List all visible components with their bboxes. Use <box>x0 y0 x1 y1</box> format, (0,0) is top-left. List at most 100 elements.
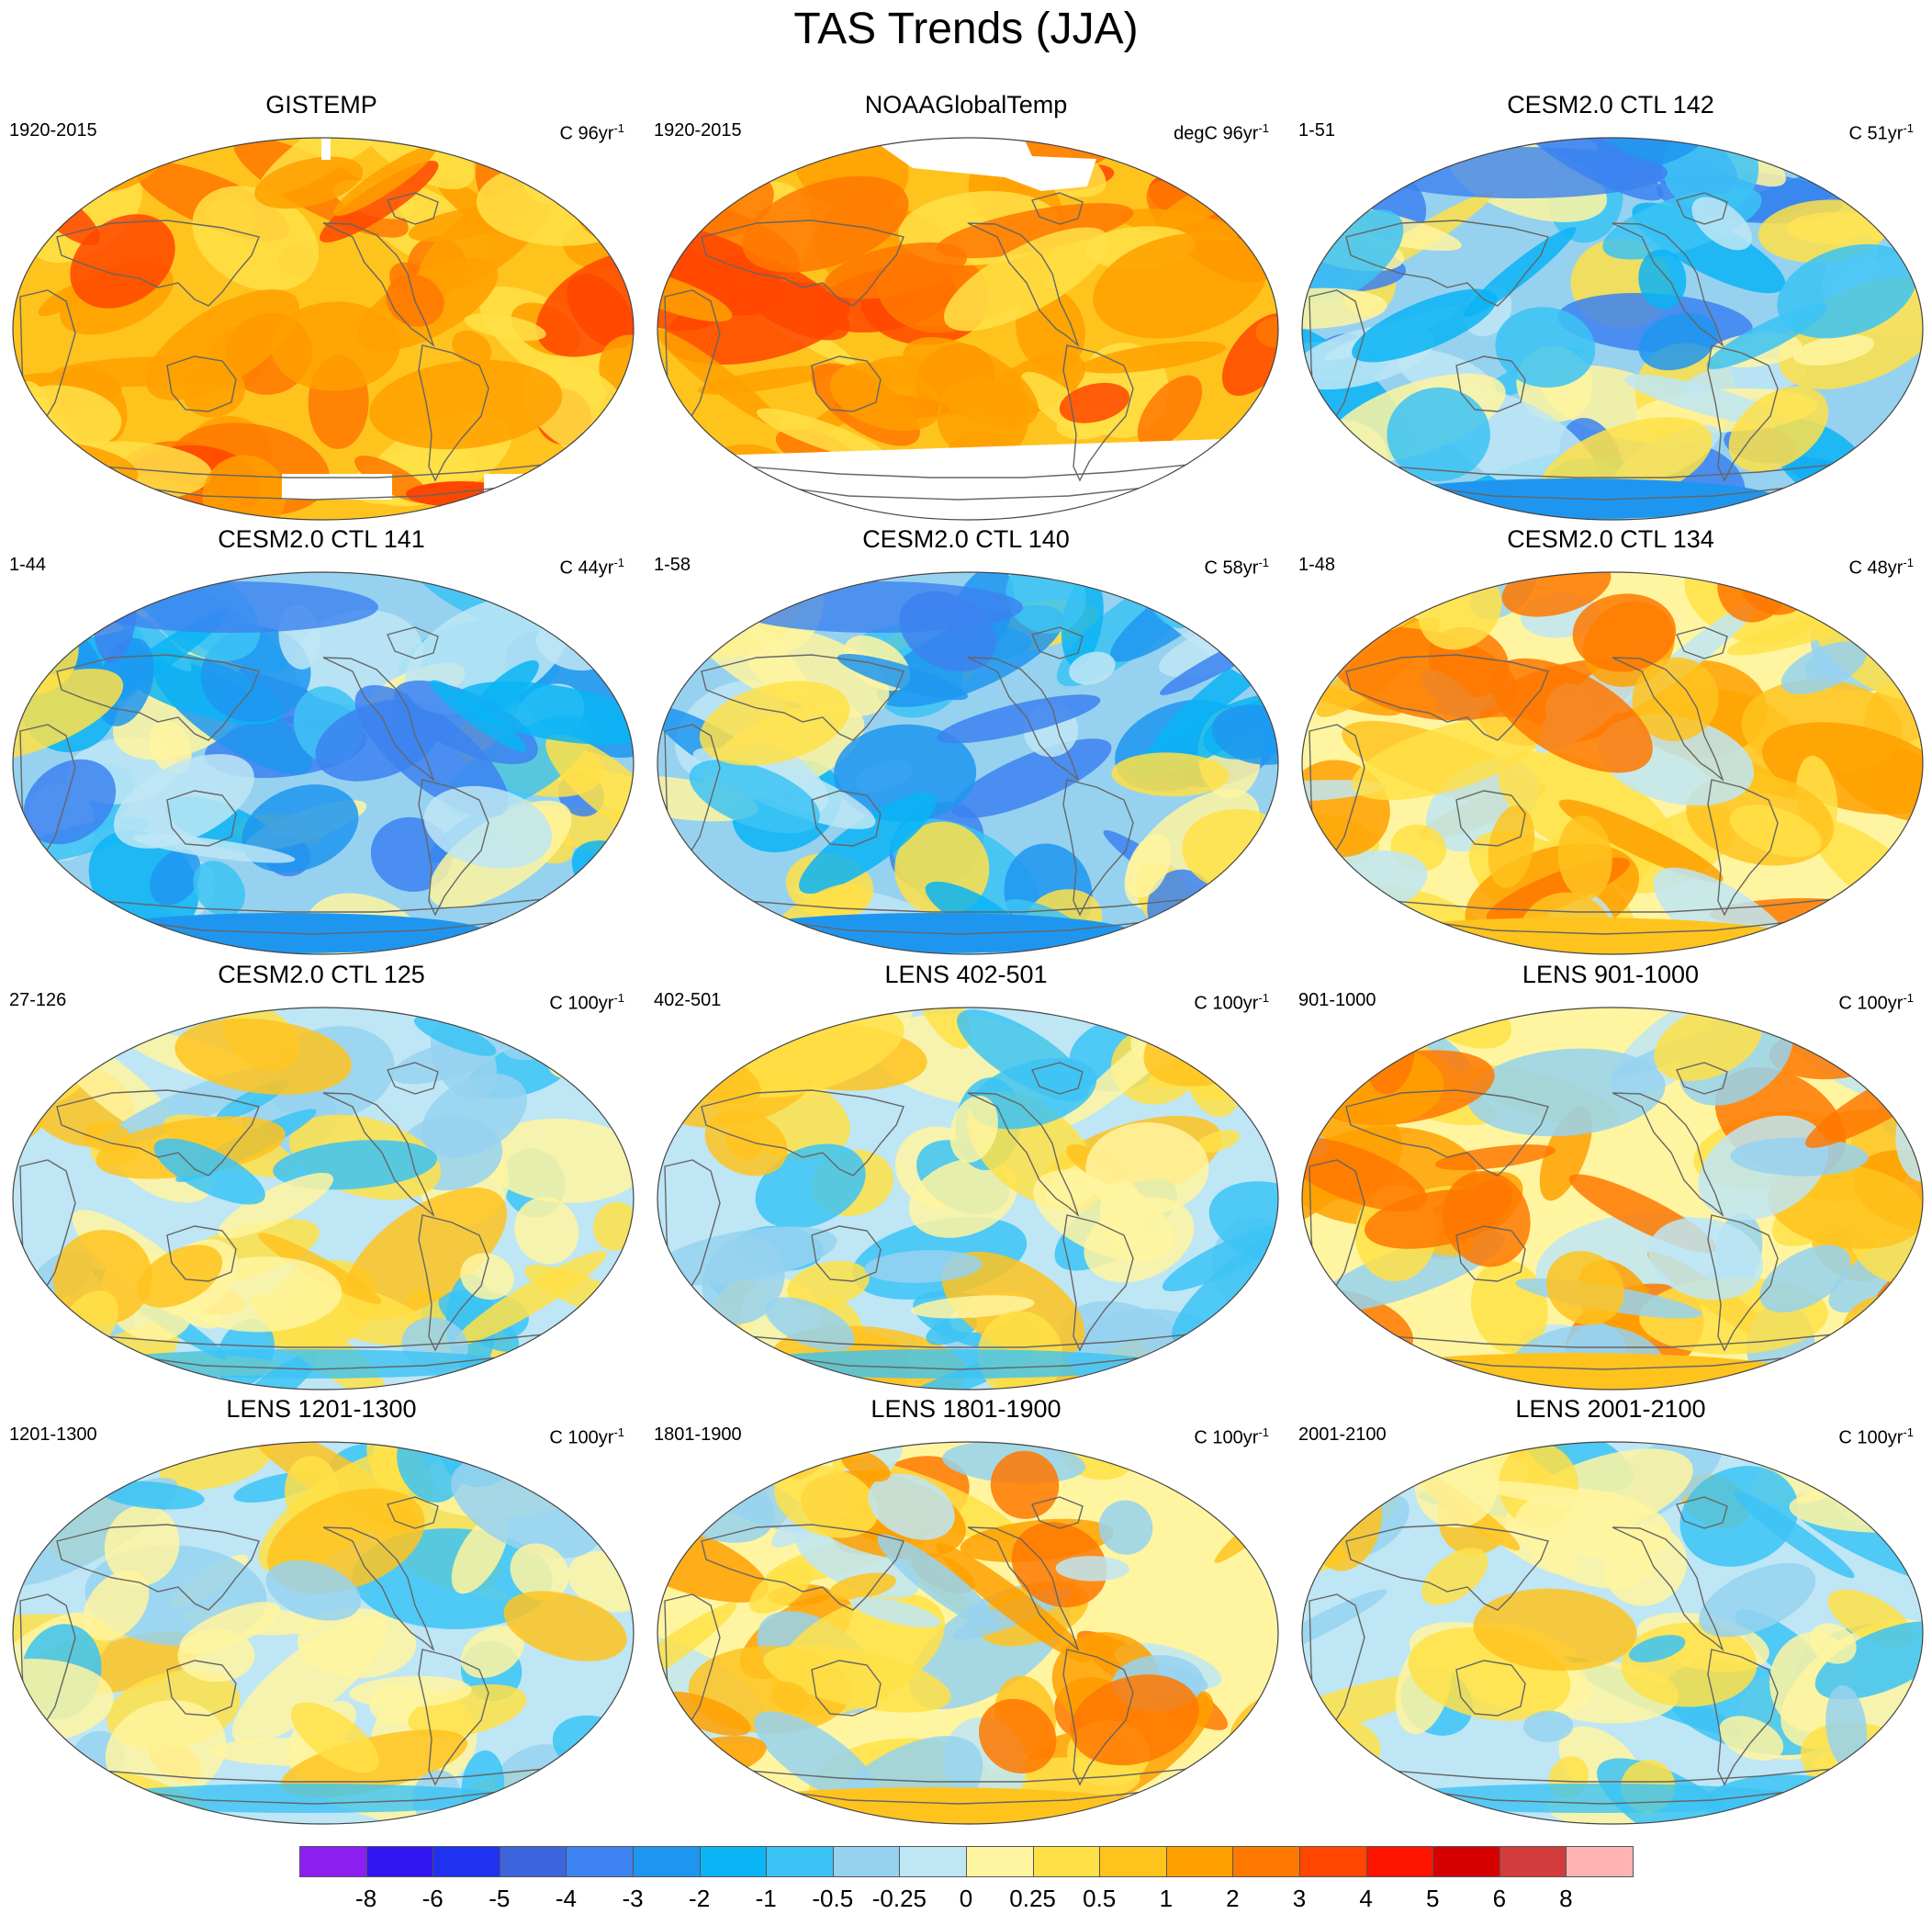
trend-blob <box>949 1095 998 1163</box>
trend-blob <box>1210 471 1278 520</box>
map-boundary <box>657 137 1279 521</box>
polar-band <box>94 1784 516 1813</box>
trend-blob <box>756 408 889 462</box>
trend-blob <box>218 1173 334 1239</box>
trend-blob <box>1522 1710 1574 1742</box>
polar-band <box>729 581 1023 633</box>
trend-blob <box>1638 249 1687 310</box>
colorbar-label: 0.5 <box>1083 1885 1117 1912</box>
trend-blob <box>254 156 364 209</box>
panel-units: C 48yr-1 <box>1849 552 1914 580</box>
units-text: degC 96yr <box>1174 123 1259 144</box>
trend-blob <box>763 1644 951 1713</box>
colorbar-label: -8 <box>355 1885 377 1912</box>
trend-blob <box>1792 334 1875 366</box>
robinson-map <box>12 1441 635 1825</box>
map-boundary <box>12 1007 635 1390</box>
panel-title: CESM2.0 CTL 141 <box>218 525 425 553</box>
trend-blob <box>1302 1442 1400 1494</box>
trend-blob <box>1196 1130 1241 1154</box>
coastline <box>1031 1496 1084 1529</box>
trend-blob <box>13 1485 50 1539</box>
trend-blob <box>1080 341 1227 374</box>
panel-title: LENS 1801-1900 <box>871 1395 1061 1423</box>
trend-blob <box>333 145 437 217</box>
robinson-map <box>1301 137 1924 521</box>
trend-blob <box>13 669 124 763</box>
coastline <box>1612 1092 1724 1218</box>
trend-blob <box>83 1570 150 1641</box>
colorbar <box>299 1846 1634 1877</box>
trend-blob <box>840 1448 891 1482</box>
polar-band <box>94 1349 516 1379</box>
trend-blob <box>824 242 968 299</box>
panel-period: 1-48 <box>1298 555 1336 575</box>
panel-title: LENS 2001-2100 <box>1515 1395 1706 1423</box>
panel-period: 1920-2015 <box>654 120 742 141</box>
units-text: C 48yr <box>1848 557 1904 579</box>
trend-blob <box>1302 1589 1387 1661</box>
trend-blob <box>664 572 824 601</box>
colorbar-swatch <box>1032 1846 1101 1877</box>
map-boundary <box>1301 571 1924 955</box>
colorbar-swatch <box>633 1846 701 1877</box>
robinson-map <box>12 1007 635 1390</box>
trend-blob <box>1365 1188 1506 1249</box>
panel-title: LENS 901-1000 <box>1522 961 1700 988</box>
map-panel: LENS 901-1000 901-1000 C 100yr-1 <box>1289 960 1932 1391</box>
map-panel: GISTEMP 1920-2015 C 96yr-1 <box>0 90 643 522</box>
robinson-map <box>1301 571 1924 955</box>
trend-blob <box>1059 382 1130 423</box>
coastline <box>811 1660 882 1717</box>
trend-blob <box>723 1008 904 1098</box>
units-text: C 100yr <box>1194 993 1259 1014</box>
coastline <box>1345 1089 1549 1177</box>
map-panel: NOAAGlobalTemp 1920-2015 degC 96yr-1 <box>645 90 1287 522</box>
trend-blob <box>1223 436 1278 501</box>
panel-title: GISTEMP <box>265 91 377 118</box>
colorbar-label: 0.25 <box>1009 1885 1056 1912</box>
units-exponent: -1 <box>1258 556 1269 569</box>
trend-blob <box>1557 815 1612 899</box>
trend-blob <box>13 1008 80 1054</box>
trend-blob <box>136 1244 223 1308</box>
trend-blob <box>1632 657 1719 741</box>
polar-band <box>84 581 378 633</box>
polar-band <box>1383 1784 1805 1813</box>
trend-blob <box>150 849 201 906</box>
coastline <box>322 1526 435 1652</box>
colorbar-swatch <box>899 1846 967 1877</box>
trend-blob <box>574 1314 634 1390</box>
coastline <box>1707 1649 1779 1786</box>
trend-blob <box>1638 312 1717 371</box>
coastline <box>1062 1214 1134 1352</box>
trend-blob <box>430 680 527 752</box>
trend-blob <box>936 203 1134 259</box>
coastline <box>1612 1526 1724 1652</box>
colorbar-swatch <box>1099 1846 1167 1877</box>
trend-blob <box>1421 1548 1488 1605</box>
trend-blob <box>1545 1251 1624 1325</box>
trend-blob <box>877 1534 998 1629</box>
coastline <box>387 1062 439 1095</box>
trend-blob <box>911 1008 972 1050</box>
trend-field <box>1302 1442 1923 1824</box>
map-panel: LENS 402-501 402-501 C 100yr-1 <box>645 960 1287 1391</box>
trend-blob <box>567 470 634 520</box>
colorbar-label: -0.5 <box>812 1885 854 1912</box>
trend-blob <box>1352 288 1498 363</box>
map-panel: LENS 1801-1900 1801-1900 C 100yr-1 <box>645 1394 1287 1826</box>
coastline <box>967 222 1080 348</box>
trend-blob <box>1490 658 1653 773</box>
coastline <box>1345 1524 1549 1611</box>
trend-blob <box>657 330 781 428</box>
coastline <box>1676 1496 1728 1529</box>
trend-blob <box>569 443 614 466</box>
units-exponent: -1 <box>1903 991 1914 1005</box>
trend-blob <box>1558 799 1724 883</box>
trend-blob <box>265 1560 362 1621</box>
units-text: C 100yr <box>549 1427 614 1448</box>
panel-period: 901-1000 <box>1298 990 1376 1010</box>
units-text: C 44yr <box>559 557 614 579</box>
coastline <box>56 1089 260 1177</box>
